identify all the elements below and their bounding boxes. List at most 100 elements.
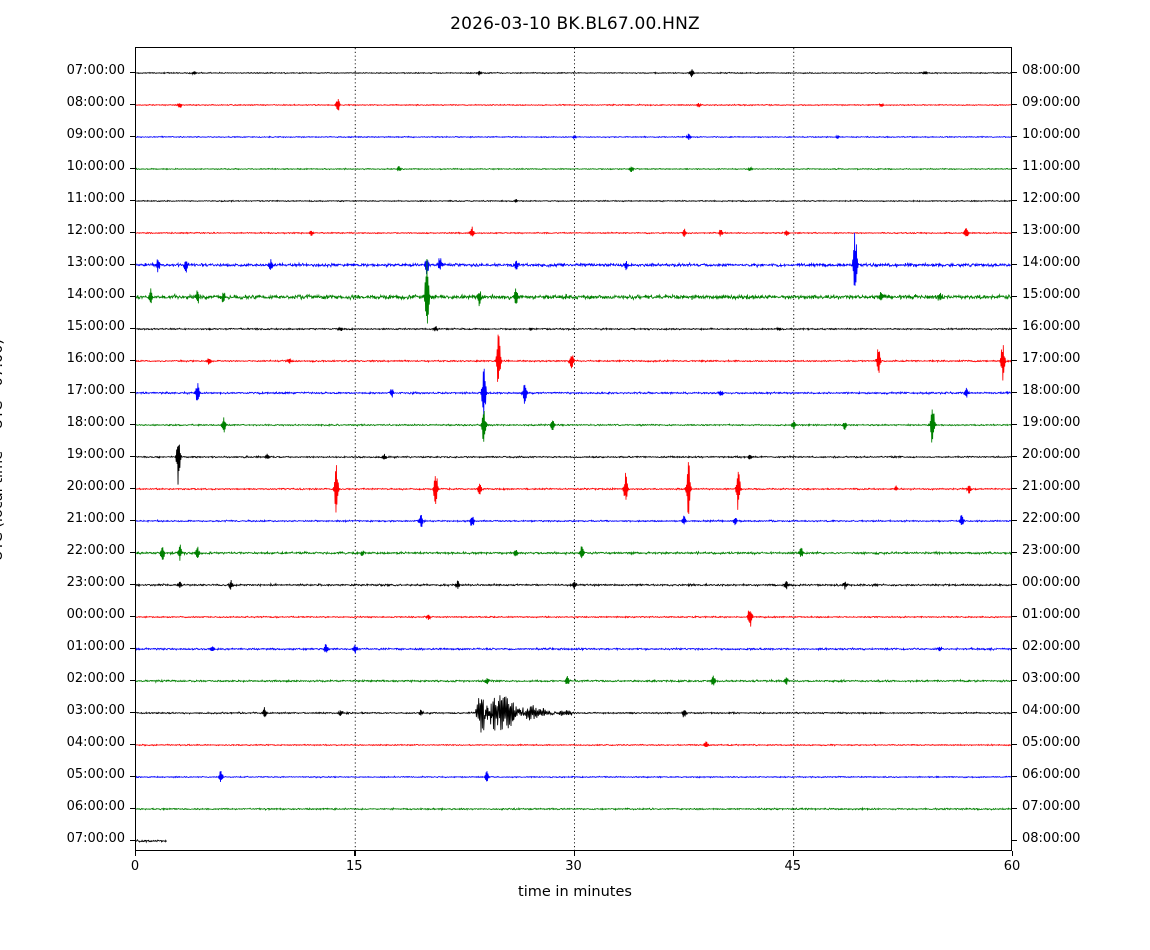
left-tick-mark — [130, 648, 135, 650]
right-tick-label: 10:00:00 — [1022, 127, 1081, 142]
right-tick-mark — [1012, 424, 1017, 426]
right-tick-label: 03:00:00 — [1022, 671, 1081, 686]
left-tick-mark — [130, 264, 135, 266]
right-tick-mark — [1012, 520, 1017, 522]
right-tick-mark — [1012, 328, 1017, 330]
left-tick-mark — [130, 232, 135, 234]
trace-row-17 — [136, 368, 1011, 421]
left-tick-label: 14:00:00 — [66, 287, 125, 302]
left-tick-mark — [130, 392, 135, 394]
right-tick-mark — [1012, 264, 1017, 266]
trace-row-20 — [136, 462, 1011, 515]
left-tick-mark — [130, 616, 135, 618]
trace-row-22 — [136, 544, 1011, 561]
left-tick-label: 12:00:00 — [66, 223, 125, 238]
right-tick-label: 15:00:00 — [1022, 287, 1081, 302]
right-tick-mark — [1012, 584, 1017, 586]
trace-row-00 — [136, 610, 1011, 627]
left-tick-mark — [130, 104, 135, 106]
right-tick-mark — [1012, 840, 1017, 842]
x-tick-mark — [1012, 851, 1014, 856]
trace-row-07 — [136, 69, 1011, 78]
left-tick-label: 16:00:00 — [66, 351, 125, 366]
trace-row-19 — [136, 444, 1011, 485]
trace-row-18 — [136, 409, 1011, 443]
right-tick-mark — [1012, 680, 1017, 682]
right-tick-mark — [1012, 200, 1017, 202]
left-tick-mark — [130, 712, 135, 714]
left-tick-label: 09:00:00 — [66, 127, 125, 142]
right-tick-mark — [1012, 360, 1017, 362]
right-tick-label: 08:00:00 — [1022, 831, 1081, 846]
trace-row-10 — [136, 166, 1011, 172]
right-tick-mark — [1012, 616, 1017, 618]
trace-row-01 — [136, 644, 1011, 654]
x-tick-mark — [354, 851, 356, 856]
left-tick-label: 05:00:00 — [66, 767, 125, 782]
left-tick-mark — [130, 296, 135, 298]
left-tick-mark — [130, 200, 135, 202]
right-tick-label: 14:00:00 — [1022, 255, 1081, 270]
left-tick-mark — [130, 744, 135, 746]
right-tick-label: 04:00:00 — [1022, 703, 1081, 718]
trace-row-08 — [136, 99, 1011, 111]
trace-row-04 — [136, 741, 1011, 747]
right-tick-mark — [1012, 392, 1017, 394]
left-tick-label: 17:00:00 — [66, 383, 125, 398]
left-tick-mark — [130, 680, 135, 682]
left-tick-mark — [130, 136, 135, 138]
left-tick-mark — [130, 520, 135, 522]
trace-canvas — [136, 48, 1011, 850]
right-tick-mark — [1012, 136, 1017, 138]
right-tick-label: 22:00:00 — [1022, 511, 1081, 526]
right-tick-mark — [1012, 296, 1017, 298]
left-tick-label: 01:00:00 — [66, 639, 125, 654]
right-tick-mark — [1012, 168, 1017, 170]
right-tick-mark — [1012, 488, 1017, 490]
trace-row-14 — [136, 258, 1011, 324]
right-tick-label: 06:00:00 — [1022, 767, 1081, 782]
left-tick-label: 10:00:00 — [66, 159, 125, 174]
left-tick-label: 07:00:00 — [66, 63, 125, 78]
x-tick-mark — [135, 851, 137, 856]
left-tick-mark — [130, 552, 135, 554]
left-tick-mark — [130, 776, 135, 778]
x-axis-label: time in minutes — [518, 884, 632, 900]
right-tick-label: 23:00:00 — [1022, 543, 1081, 558]
trace-row-23 — [136, 580, 1011, 590]
x-tick-mark — [792, 851, 795, 856]
trace-row-06 — [136, 806, 1011, 812]
right-tick-label: 02:00:00 — [1022, 639, 1081, 654]
right-tick-label: 17:00:00 — [1022, 351, 1081, 366]
right-tick-label: 18:00:00 — [1022, 383, 1081, 398]
left-tick-label: 04:00:00 — [66, 735, 125, 750]
right-tick-label: 00:00:00 — [1022, 575, 1081, 590]
right-tick-mark — [1012, 808, 1017, 810]
right-tick-mark — [1012, 104, 1017, 106]
right-tick-label: 20:00:00 — [1022, 447, 1081, 462]
left-tick-label: 13:00:00 — [66, 255, 125, 270]
right-tick-mark — [1012, 72, 1017, 74]
left-tick-mark — [130, 72, 135, 74]
x-tick-label: 45 — [784, 859, 802, 874]
right-tick-label: 13:00:00 — [1022, 223, 1081, 238]
right-tick-label: 09:00:00 — [1022, 95, 1081, 110]
x-tick-label: 30 — [565, 859, 582, 874]
trace-row-11 — [136, 199, 1011, 204]
right-tick-mark — [1012, 648, 1017, 650]
left-tick-label: 11:00:00 — [66, 191, 125, 206]
left-tick-label: 08:00:00 — [66, 95, 125, 110]
right-tick-label: 07:00:00 — [1022, 799, 1081, 814]
trace-row-15 — [136, 326, 1011, 332]
right-tick-label: 11:00:00 — [1022, 159, 1081, 174]
left-tick-label: 06:00:00 — [66, 799, 125, 814]
left-tick-mark — [130, 584, 135, 586]
left-tick-mark — [130, 168, 135, 170]
trace-row-16 — [136, 334, 1011, 382]
trace-row-03 — [136, 695, 1011, 733]
x-tick-mark — [573, 851, 575, 856]
left-tick-label: 19:00:00 — [66, 447, 125, 462]
left-tick-label: 00:00:00 — [66, 607, 125, 622]
left-tick-label: 23:00:00 — [66, 575, 125, 590]
